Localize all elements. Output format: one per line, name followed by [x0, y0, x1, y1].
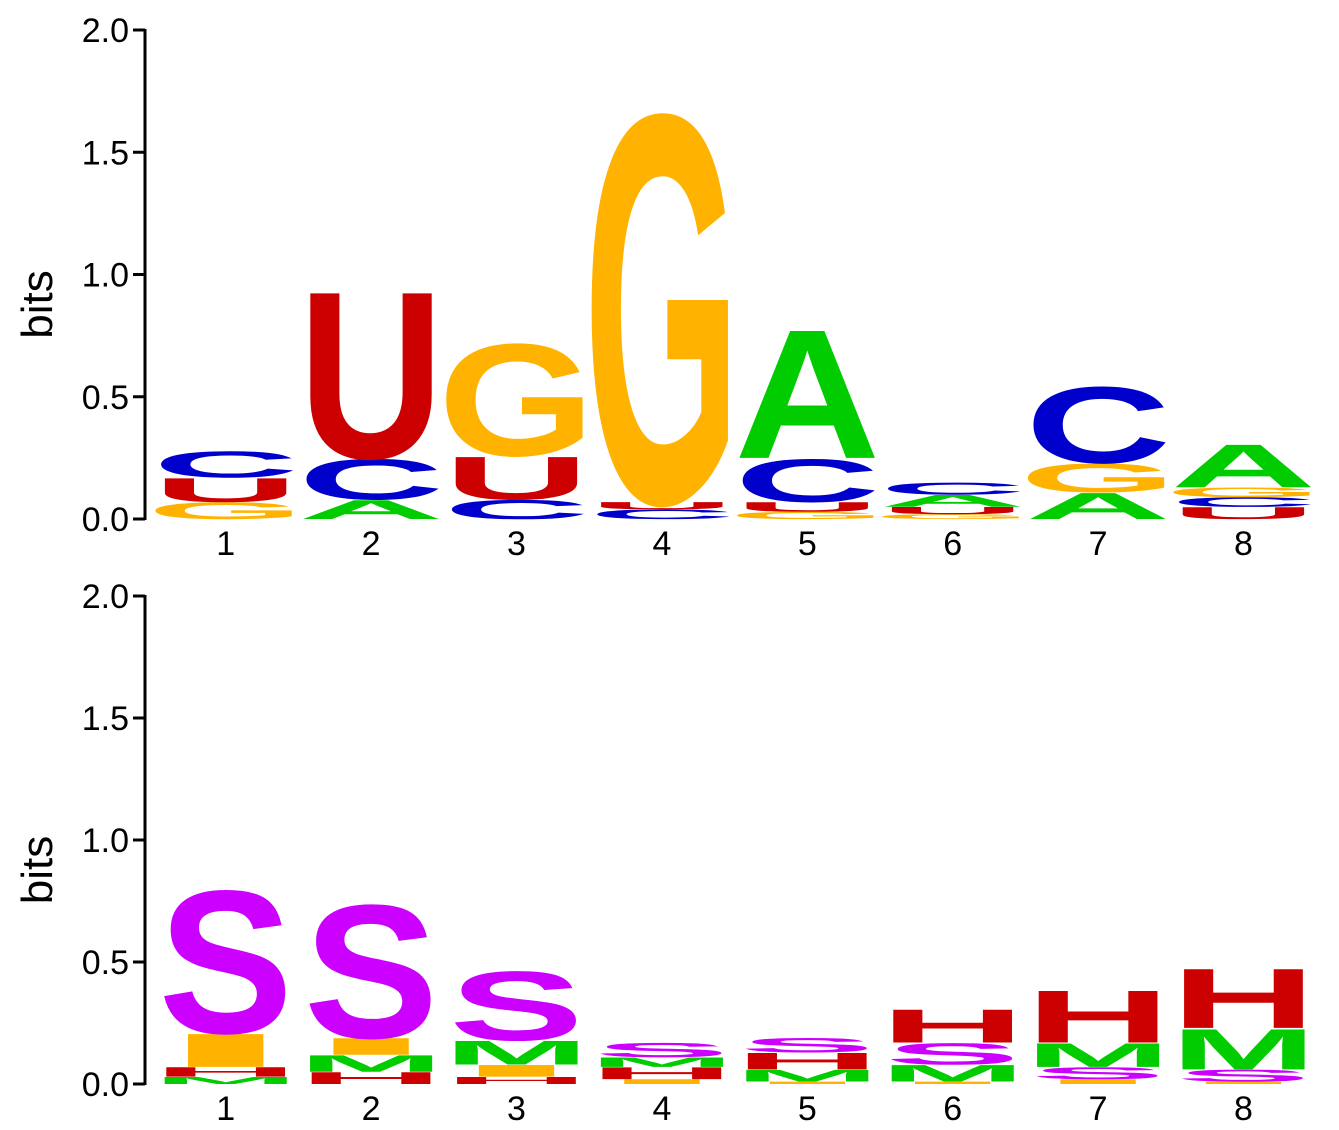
y-tick-label: 0.5: [82, 944, 129, 982]
logo-letter-A: A: [298, 494, 444, 525]
logo-letter-U: U: [880, 505, 1026, 516]
logo-letter-S: S: [449, 951, 584, 1062]
x-tick-label: 4: [652, 525, 671, 563]
logo-letter-U: U: [734, 499, 880, 514]
logo-letter-H: H: [298, 1069, 444, 1088]
x-tick-label: 2: [362, 525, 381, 563]
logo-letter-C: C: [734, 446, 880, 515]
logo-letter-S: S: [1031, 1064, 1166, 1083]
logo-letter-I: I: [589, 1078, 734, 1086]
logo-letter-G: G: [583, 0, 740, 620]
logo-letter-S: S: [740, 1034, 875, 1057]
y-tick-label: 1.5: [82, 700, 129, 738]
logo-letter-U: U: [444, 444, 590, 513]
x-tick-label: 6: [943, 525, 962, 563]
logo-letter-M: M: [444, 1034, 589, 1072]
x-tick-label: 4: [652, 1090, 671, 1128]
x-tick-label: 3: [507, 1090, 526, 1128]
x-tick-label: 1: [216, 525, 235, 563]
logo-letter-H: H: [1171, 951, 1317, 1046]
y-tick-label: 0.5: [82, 379, 129, 417]
logo-letter-M: M: [880, 1060, 1025, 1087]
logo-letter-G: G: [729, 510, 886, 521]
logo-letter-I: I: [153, 1024, 298, 1077]
logo-letter-G: G: [1165, 485, 1322, 500]
y-axis-title: bits: [13, 270, 62, 338]
x-tick-label: 5: [798, 525, 817, 563]
logo-letter-I: I: [298, 1033, 443, 1060]
logo-letter-G: G: [147, 498, 304, 525]
y-axis-title: bits: [13, 836, 62, 904]
logo-panel-bottom: 0.00.51.01.52.0bits1MHIS2HMIS3HIMS4IHMS5…: [13, 578, 1316, 1128]
y-tick-label: 0.0: [82, 1066, 129, 1104]
logo-letter-C: C: [589, 507, 735, 522]
logo-letter-S: S: [595, 1039, 730, 1062]
x-tick-label: 8: [1234, 525, 1253, 563]
logo-letter-C: C: [1025, 365, 1171, 487]
logo-letter-I: I: [1025, 1078, 1170, 1086]
logo-letter-I: I: [444, 1061, 589, 1080]
logo-letter-M: M: [298, 1050, 443, 1077]
y-tick-label: 0.0: [82, 501, 129, 539]
logo-letter-C: C: [1171, 494, 1317, 509]
logo-letter-U: U: [589, 500, 735, 511]
logo-letter-C: C: [153, 444, 299, 486]
logo-letter-U: U: [1171, 504, 1317, 523]
logo-letter-G: G: [438, 310, 595, 490]
logo-letter-M: M: [735, 1066, 880, 1085]
logo-letter-S: S: [304, 865, 439, 1079]
logo-letter-M: M: [1171, 1017, 1316, 1082]
y-tick-label: 2.0: [82, 12, 129, 50]
x-tick-label: 6: [943, 1090, 962, 1128]
logo-letter-U: U: [153, 471, 299, 509]
x-tick-label: 1: [216, 1090, 235, 1128]
logo-letter-H: H: [444, 1075, 590, 1086]
logo-letter-A: A: [1171, 432, 1317, 501]
logo-letter-I: I: [735, 1081, 880, 1085]
logo-letter-M: M: [153, 1075, 298, 1086]
logo-letter-U: U: [298, 242, 444, 509]
x-tick-label: 7: [1089, 1090, 1108, 1128]
logo-letter-S: S: [885, 1037, 1020, 1071]
logo-letter-C: C: [444, 494, 590, 525]
logo-letter-M: M: [589, 1055, 734, 1070]
y-tick-label: 1.0: [82, 822, 129, 860]
y-tick-label: 2.0: [82, 578, 129, 616]
y-tick-label: 1.0: [82, 257, 129, 295]
logo-letter-I: I: [1171, 1081, 1316, 1085]
logo-letter-H: H: [734, 1048, 880, 1075]
x-tick-label: 2: [362, 1090, 381, 1128]
logo-letter-A: A: [880, 491, 1026, 510]
logo-letter-C: C: [298, 447, 444, 511]
logo-letter-G: G: [1020, 455, 1177, 501]
logo-letter-H: H: [153, 1064, 299, 1079]
logo-letter-I: I: [880, 1081, 1025, 1085]
logo-letter-M: M: [1025, 1036, 1170, 1074]
logo-letter-C: C: [880, 479, 1026, 498]
logo-letter-H: H: [1025, 975, 1171, 1059]
logo-letter-A: A: [1025, 485, 1171, 527]
logo-letter-S: S: [158, 849, 293, 1077]
x-tick-label: 7: [1089, 525, 1108, 563]
x-tick-label: 8: [1234, 1090, 1253, 1128]
logo-letter-S: S: [1176, 1066, 1311, 1085]
y-tick-label: 1.5: [82, 134, 129, 172]
logo-letter-A: A: [734, 291, 880, 497]
x-tick-label: 3: [507, 525, 526, 563]
logo-letter-H: H: [589, 1064, 735, 1083]
x-tick-label: 5: [798, 1090, 817, 1128]
logo-letter-G: G: [874, 513, 1031, 521]
logo-letter-H: H: [880, 1000, 1026, 1053]
